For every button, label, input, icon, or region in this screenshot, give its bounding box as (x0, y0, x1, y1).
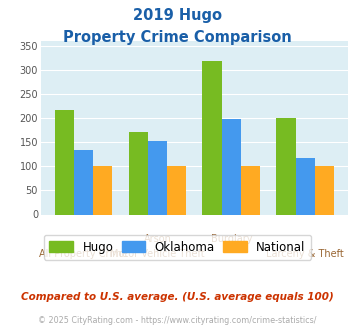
Bar (129, 132, 148, 214)
Text: All Property Crime: All Property Crime (39, 249, 128, 259)
Text: Arson: Arson (143, 234, 171, 244)
Text: © 2025 CityRating.com - https://www.cityrating.com/crime-statistics/: © 2025 CityRating.com - https://www.city… (38, 316, 317, 325)
Bar (167, 166, 186, 214)
Text: Property Crime Comparison: Property Crime Comparison (63, 30, 292, 45)
Bar (148, 141, 167, 214)
Text: Burglary: Burglary (211, 234, 252, 244)
Bar (241, 166, 260, 214)
Text: Motor Vehicle Theft: Motor Vehicle Theft (110, 249, 205, 259)
Text: 2019 Hugo: 2019 Hugo (133, 8, 222, 23)
Bar (315, 166, 334, 214)
Bar (74, 150, 93, 214)
Bar (202, 61, 222, 214)
Bar (276, 118, 296, 214)
Legend: Hugo, Oklahoma, National: Hugo, Oklahoma, National (44, 235, 311, 260)
Bar (222, 119, 241, 214)
Bar (296, 158, 315, 214)
Bar (93, 166, 113, 214)
Bar (55, 110, 74, 214)
Text: Compared to U.S. average. (U.S. average equals 100): Compared to U.S. average. (U.S. average … (21, 292, 334, 302)
Text: Larceny & Theft: Larceny & Theft (266, 249, 344, 259)
